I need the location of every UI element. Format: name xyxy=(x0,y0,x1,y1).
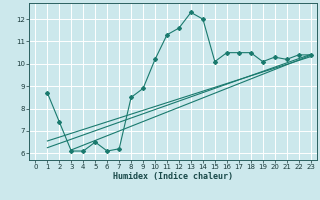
X-axis label: Humidex (Indice chaleur): Humidex (Indice chaleur) xyxy=(113,172,233,181)
